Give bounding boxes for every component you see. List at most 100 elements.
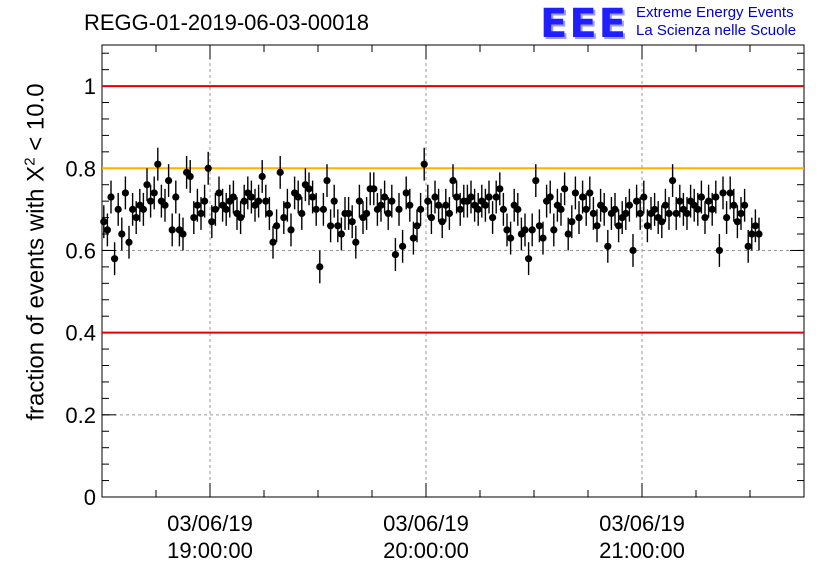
chart-title: REGG-01-2019-06-03-00018 (84, 10, 369, 35)
data-point (669, 177, 677, 185)
data-point (103, 226, 111, 234)
data-point (636, 209, 644, 218)
data-point (744, 242, 752, 250)
data-point (658, 218, 666, 226)
data-point (125, 238, 133, 246)
data-point (337, 230, 345, 238)
data-point (507, 234, 515, 242)
x-tick-date-label: 03/06/19 (599, 511, 685, 536)
data-point (139, 205, 147, 213)
data-point (280, 213, 288, 222)
data-point (316, 263, 324, 271)
data-point (435, 201, 443, 209)
data-point (651, 205, 659, 213)
data-point (733, 218, 742, 226)
data-point (355, 197, 363, 205)
data-point (438, 218, 446, 226)
data-point (629, 246, 637, 255)
data-point (240, 197, 248, 205)
plot-frame (101, 44, 805, 498)
data-point (334, 222, 342, 230)
data-point (402, 189, 410, 197)
data-point (741, 201, 749, 209)
data-point (525, 255, 533, 263)
data-point (381, 193, 389, 201)
data-point (258, 172, 266, 181)
data-point (672, 209, 680, 218)
data-point (582, 205, 590, 213)
data-point (467, 193, 475, 201)
data-point (449, 177, 457, 185)
data-point (118, 230, 126, 238)
x-tick-date-label: 03/06/19 (383, 511, 469, 536)
data-point (345, 209, 353, 218)
data-point (751, 222, 760, 230)
data-point (330, 197, 338, 205)
data-point (604, 242, 612, 250)
data-point (561, 185, 569, 193)
data-point (737, 209, 745, 218)
data-point (622, 209, 630, 218)
data-point (269, 238, 277, 246)
data-point (305, 185, 313, 193)
data-point (625, 201, 634, 209)
data-point (154, 160, 162, 168)
data-point (107, 193, 115, 201)
data-point (208, 218, 216, 226)
data-point (215, 189, 223, 197)
data-point (550, 226, 558, 234)
data-point (129, 205, 137, 213)
data-point (143, 181, 151, 189)
data-point (474, 205, 482, 213)
data-point (406, 201, 414, 209)
eee-logo: EEE Extreme Energy Events La Scienza nel… (540, 2, 796, 46)
data-point (395, 205, 403, 213)
data-point (492, 193, 500, 201)
data-point (377, 201, 385, 209)
data-point (532, 177, 540, 185)
data-point (391, 250, 399, 259)
data-point (363, 209, 371, 218)
data-point (697, 193, 706, 201)
data-point (247, 193, 255, 201)
data-point (114, 205, 122, 213)
data-point (168, 226, 176, 234)
data-point (514, 205, 522, 213)
data-point (528, 226, 536, 234)
data-point (186, 172, 194, 181)
data-point (683, 209, 691, 218)
y-tick-label: 1 (84, 74, 96, 99)
data-point (283, 201, 291, 209)
data-point (147, 197, 155, 205)
data-point (319, 205, 327, 213)
logo-text: Extreme Energy Events La Scienza nelle S… (636, 4, 796, 40)
data-point (287, 226, 295, 234)
data-point (579, 193, 587, 201)
data-point (420, 160, 428, 168)
x-tick-time-label: 21:00:00 (599, 538, 685, 563)
data-point (442, 201, 450, 209)
data-point (481, 201, 489, 209)
y-tick-label: 0.4 (65, 321, 96, 346)
data-point (309, 193, 317, 201)
data-point (431, 193, 439, 201)
data-point (276, 168, 284, 176)
data-point (211, 205, 219, 213)
data-point (586, 189, 594, 197)
data-point (111, 255, 119, 263)
data-point (294, 193, 302, 201)
data-point (150, 189, 158, 197)
data-point (312, 205, 320, 213)
data-point (485, 193, 493, 201)
data-point (445, 209, 453, 218)
data-point (730, 201, 738, 209)
data-point (453, 193, 461, 201)
data-point (399, 242, 407, 250)
data-point (615, 222, 623, 230)
x-tick-time-label: 20:00:00 (383, 538, 469, 563)
x-tick-date-label: 03/06/19 (167, 511, 253, 536)
data-point (503, 226, 511, 234)
data-point (298, 209, 306, 218)
data-point (499, 205, 507, 213)
